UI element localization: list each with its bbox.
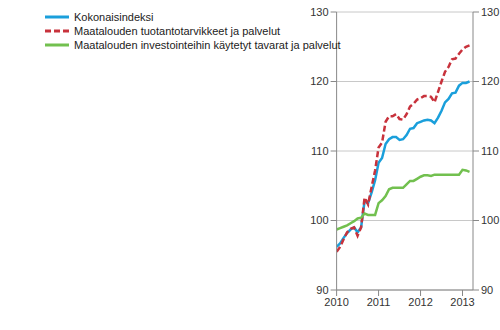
svg-text:110: 110 <box>311 145 329 157</box>
svg-text:2010: 2010 <box>324 296 348 308</box>
svg-text:90: 90 <box>316 284 328 296</box>
svg-text:2013: 2013 <box>450 296 474 308</box>
svg-text:110: 110 <box>481 145 492 157</box>
svg-text:130: 130 <box>310 6 328 18</box>
svg-text:100: 100 <box>481 214 492 226</box>
svg-text:100: 100 <box>310 214 328 226</box>
svg-text:120: 120 <box>310 75 328 87</box>
html-text:Maatalouden investointeihin kä: Maatalouden investointeihin käytetyt tav… <box>74 39 341 51</box>
svg-text:120: 120 <box>481 75 492 87</box>
html-text:Maatalouden tuotantotarvikkeet: Maatalouden tuotantotarvikkeet ja palvel… <box>74 25 281 37</box>
svg-text:130: 130 <box>481 6 492 18</box>
svg-text:2012: 2012 <box>408 296 432 308</box>
svg-text:2011: 2011 <box>367 296 391 308</box>
html-text:Kokonaisindeksi: Kokonaisindeksi <box>74 11 154 23</box>
svg-text:90: 90 <box>481 284 492 296</box>
